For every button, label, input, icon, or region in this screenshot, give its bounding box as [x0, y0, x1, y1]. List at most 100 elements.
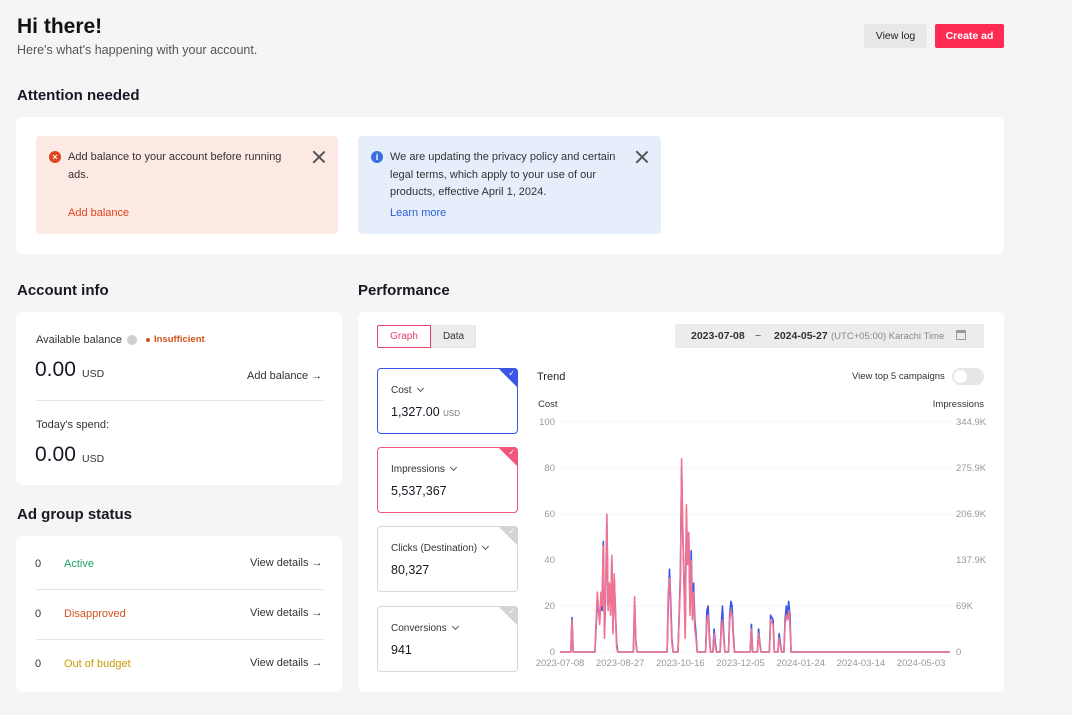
balance-alert: × Add balance to your account before run…	[36, 136, 338, 234]
todays-spend-value: 0.00	[35, 443, 76, 466]
metric-value: 941	[391, 643, 412, 657]
date-range-picker[interactable]	[675, 324, 984, 348]
chevron-down-icon[interactable]	[482, 542, 490, 551]
help-icon[interactable]	[127, 335, 137, 345]
selection-corner	[498, 606, 518, 626]
status-label: Disapproved	[64, 608, 126, 620]
y-right-tick-label: 137.9K	[956, 555, 987, 566]
series-line-impressions	[560, 458, 950, 653]
metric-value: 5,537,367	[391, 484, 447, 498]
metric-value: 1,327.00 USD	[391, 405, 461, 419]
y-right-axis-title: Impressions	[933, 399, 984, 410]
check-icon: ✓	[508, 369, 515, 378]
status-count: 0	[35, 558, 42, 570]
y-right-tick-label: 69K	[956, 601, 974, 612]
available-currency: USD	[82, 368, 105, 380]
privacy-notice: i We are updating the privacy policy and…	[358, 136, 661, 234]
privacy-notice-text: We are updating the privacy policy and c…	[390, 151, 616, 198]
divider	[36, 400, 323, 401]
metric-value: 80,327	[391, 563, 430, 577]
date-separator: ~	[755, 330, 762, 342]
metric-card[interactable]: ✓ Conversions 941	[377, 606, 518, 672]
selection-corner	[498, 447, 518, 467]
metric-label: Clicks (Destination)	[391, 542, 490, 554]
add-balance-label: Add balance	[247, 370, 309, 382]
chevron-down-icon[interactable]	[416, 384, 424, 393]
y-left-tick-label: 60	[544, 509, 555, 520]
metric-label: Cost	[391, 384, 424, 396]
check-icon: ✓	[508, 527, 515, 536]
top5-toggle[interactable]	[952, 368, 984, 385]
x-tick-label: 2024-01-24	[776, 658, 825, 669]
y-left-tick-label: 0	[550, 647, 555, 658]
performance-title: Performance	[358, 282, 450, 299]
view-details-link[interactable]: View details →	[250, 607, 323, 619]
chevron-down-icon[interactable]	[449, 463, 457, 472]
view-details-label: View details	[250, 657, 309, 669]
close-icon[interactable]	[312, 150, 326, 164]
x-tick-label: 2024-03-14	[837, 658, 886, 669]
check-icon: ✓	[508, 448, 515, 457]
status-label: Active	[64, 558, 94, 570]
y-right-tick-label: 275.9K	[956, 463, 987, 474]
arrow-right-icon: →	[311, 370, 323, 382]
status-count: 0	[35, 608, 42, 620]
available-balance-label: Available balance	[36, 334, 123, 346]
tab-data[interactable]: Data	[431, 325, 476, 348]
ad-group-status-panel	[16, 536, 342, 692]
arrow-right-icon: →	[311, 607, 323, 619]
error-icon: ×	[49, 151, 61, 163]
trend-chart: Cost Impressions 100 344.9K 80 275.9K 60 206.9K…	[536, 399, 987, 669]
status-label: Out of budget	[64, 658, 131, 670]
chevron-down-icon[interactable]	[451, 622, 459, 631]
divider	[36, 639, 323, 640]
add-balance-link[interactable]: Add balance	[68, 207, 130, 219]
series-line-cost	[560, 467, 950, 653]
metric-label: Impressions	[391, 463, 457, 475]
x-tick-label: 2024-05-03	[897, 658, 946, 669]
date-start: 2023-07-08	[691, 330, 745, 342]
trend-label: Trend	[537, 371, 566, 383]
todays-spend-label: Today's spend:	[36, 419, 110, 431]
account-info-panel	[16, 312, 342, 485]
view-top5-label: View top 5 campaigns	[852, 371, 945, 382]
arrow-right-icon: →	[311, 557, 323, 569]
ad-group-status-title: Ad group status	[17, 506, 132, 523]
timezone-label: (UTC+05:00) Karachi Time	[831, 331, 945, 342]
date-end: 2024-05-27	[774, 330, 828, 342]
selection-corner	[498, 368, 518, 388]
metric-card[interactable]: ✓ Cost 1,327.00 USD	[377, 368, 518, 434]
view-details-label: View details	[250, 607, 309, 619]
account-info-title: Account info	[17, 282, 109, 299]
view-details-link[interactable]: View details →	[250, 557, 323, 569]
y-left-tick-label: 80	[544, 463, 555, 474]
metric-card[interactable]: ✓ Impressions 5,537,367	[377, 447, 518, 513]
learn-more-link[interactable]: Learn more	[390, 207, 447, 219]
y-left-tick-label: 100	[539, 417, 555, 428]
view-log-button[interactable]: View log	[864, 24, 927, 48]
create-ad-button[interactable]: Create ad	[935, 24, 1004, 48]
balance-alert-text: Add balance to your account before runni…	[68, 151, 282, 181]
add-balance-button[interactable]: Add balance →	[247, 370, 322, 382]
status-count: 0	[35, 658, 42, 670]
y-left-tick-label: 40	[544, 555, 555, 566]
x-tick-label: 2023-12-05	[716, 658, 765, 669]
y-right-tick-label: 206.9K	[956, 509, 987, 520]
metric-label: Conversions	[391, 622, 459, 634]
insufficient-badge: Insufficient	[154, 334, 205, 345]
page-subtitle: Here's what's happening with your accoun…	[17, 43, 258, 57]
tab-graph[interactable]: Graph	[377, 325, 431, 348]
close-icon[interactable]	[635, 150, 649, 164]
y-right-tick-label: 344.9K	[956, 417, 987, 428]
todays-spend-currency: USD	[82, 453, 105, 465]
x-tick-label: 2023-07-08	[536, 658, 585, 669]
y-left-axis-title: Cost	[538, 399, 558, 410]
x-tick-label: 2023-08-27	[596, 658, 645, 669]
y-right-tick-label: 0	[956, 647, 961, 658]
warning-dot-icon	[146, 338, 150, 342]
calendar-icon	[956, 330, 966, 340]
toggle-knob	[954, 370, 967, 383]
available-balance-value: 0.00	[35, 358, 76, 381]
view-details-link[interactable]: View details →	[250, 657, 323, 669]
metric-card[interactable]: ✓ Clicks (Destination) 80,327	[377, 526, 518, 592]
